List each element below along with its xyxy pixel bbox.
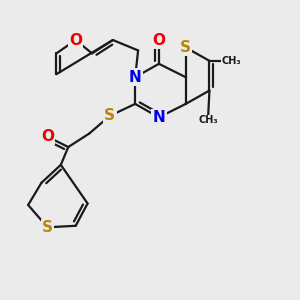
Text: N: N [129,70,142,85]
Text: S: S [104,108,116,123]
Text: O: O [69,32,82,47]
Text: S: S [42,220,53,235]
Text: O: O [41,129,54,144]
Text: N: N [152,110,165,125]
Text: O: O [152,32,165,47]
Text: CH₃: CH₃ [222,56,242,66]
Text: S: S [180,40,191,55]
Text: CH₃: CH₃ [198,115,218,125]
